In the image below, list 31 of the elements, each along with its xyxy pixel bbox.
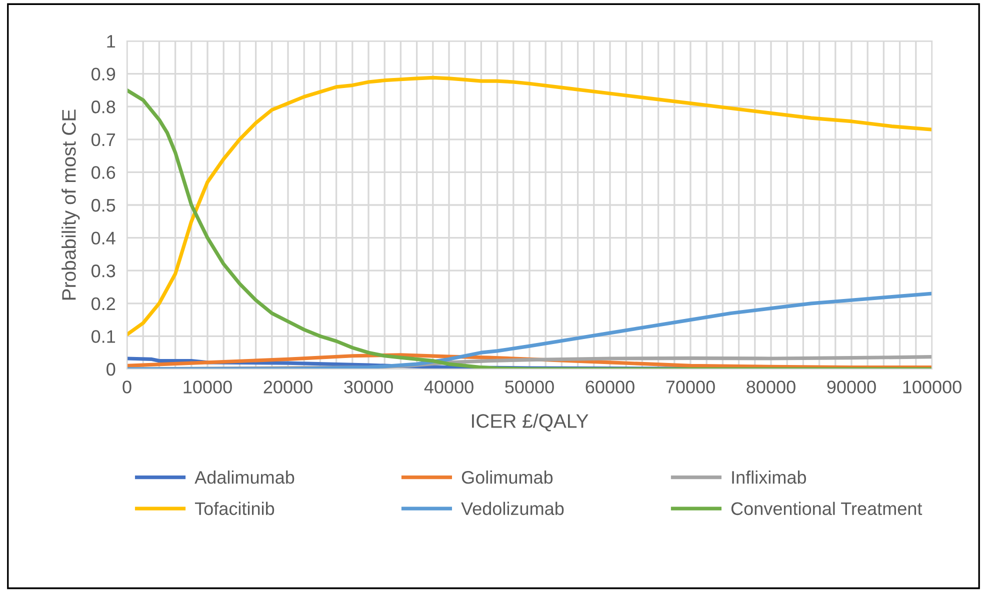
x-axis-title: ICER £/QALY xyxy=(472,414,588,432)
y-tick-label: 1 xyxy=(107,35,116,48)
legend-label: Adalimumab xyxy=(194,470,294,484)
y-tick-label: 0.9 xyxy=(91,68,116,81)
x-tick-label: 100000 xyxy=(903,380,962,394)
x-tick-label: 10000 xyxy=(184,380,232,394)
x-tick-label: 30000 xyxy=(344,380,393,394)
x-tick-label: 70000 xyxy=(666,380,715,394)
y-tick-label: 0.5 xyxy=(91,198,116,212)
y-tick-label: 0.1 xyxy=(91,330,116,343)
x-tick-label: 80000 xyxy=(746,380,796,394)
y-tick-label: 0 xyxy=(106,362,116,376)
y-tick-label: 0.4 xyxy=(91,232,116,245)
x-tick-label: 50000 xyxy=(505,380,554,394)
y-axis-title: Probability of most CE xyxy=(62,110,80,300)
x-tick-label: 20000 xyxy=(264,380,312,394)
x-tick-label: 0 xyxy=(122,380,132,394)
y-tick-label: 0.3 xyxy=(91,264,116,278)
y-tick-label: 0.8 xyxy=(91,100,116,114)
legend-label: Golimumab xyxy=(462,470,553,484)
y-tick-label: 0.2 xyxy=(91,297,115,310)
y-tick-label: 0.6 xyxy=(91,166,116,179)
legend-label: Vedolizumab xyxy=(461,502,564,516)
line-series xyxy=(127,76,932,336)
legend-label: Tofacitinib xyxy=(194,502,274,516)
x-tick-label: 90000 xyxy=(827,380,876,394)
x-tick-label: 60000 xyxy=(586,380,634,394)
y-tick-label: 0.7 xyxy=(91,133,115,146)
legend-label: Conventional Treatment xyxy=(731,502,922,516)
legend-label: Infliximab xyxy=(732,470,806,484)
x-tick-label: 40000 xyxy=(424,380,474,394)
